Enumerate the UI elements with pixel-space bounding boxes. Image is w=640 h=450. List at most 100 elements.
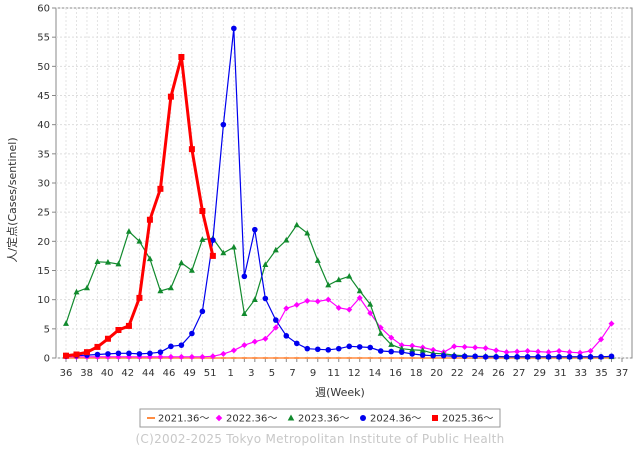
data-point — [398, 342, 405, 349]
y-tick-label: 5 — [44, 324, 50, 335]
data-point — [293, 340, 300, 347]
data-point — [293, 221, 300, 228]
data-point — [587, 354, 594, 360]
data-point — [503, 349, 510, 356]
data-point — [566, 349, 573, 356]
data-point — [126, 350, 132, 357]
data-point — [398, 349, 405, 355]
data-point — [367, 344, 374, 351]
series-layer — [63, 25, 615, 360]
x-tick-label: 46 — [163, 368, 176, 379]
data-point — [472, 344, 479, 351]
data-point — [388, 348, 395, 355]
y-tick-label: 40 — [37, 120, 50, 131]
data-point — [378, 357, 384, 359]
data-point — [535, 348, 542, 355]
copyright-credit: (C)2002-2025 Tokyo Metropolitan Institut… — [135, 432, 504, 446]
data-point — [566, 354, 573, 360]
series-2021.36～ — [63, 357, 615, 359]
data-point — [409, 346, 416, 353]
x-tick-label: 22 — [451, 368, 464, 379]
y-tick-label: 60 — [37, 4, 50, 15]
data-point — [115, 350, 122, 357]
data-point — [325, 347, 332, 353]
data-point — [314, 346, 321, 353]
data-point — [314, 298, 321, 305]
legend-label: 2023.36～ — [298, 414, 349, 425]
x-tick-label: 27 — [513, 368, 526, 379]
x-tick-label: 5 — [269, 368, 275, 379]
data-point — [136, 351, 143, 357]
legend-item: 2025.36～ — [432, 414, 493, 425]
data-point — [377, 348, 384, 354]
data-point — [377, 330, 384, 336]
data-point — [556, 348, 563, 354]
data-point — [273, 357, 279, 359]
data-point — [420, 357, 426, 359]
data-point — [315, 357, 321, 359]
x-axis-label: 週(Week) — [315, 386, 365, 399]
y-tick-label: 55 — [37, 33, 50, 44]
data-point — [125, 228, 132, 234]
data-point — [252, 357, 258, 359]
data-point — [209, 353, 216, 360]
legend-marker — [215, 414, 223, 422]
data-point — [556, 354, 562, 360]
data-point — [188, 146, 195, 153]
y-tick-label: 30 — [37, 179, 50, 190]
data-point — [493, 354, 499, 360]
data-point — [94, 351, 101, 358]
data-point — [199, 236, 206, 242]
x-tick-label: 40 — [101, 368, 114, 379]
data-point — [314, 257, 321, 263]
data-point — [83, 349, 90, 356]
data-point — [241, 310, 248, 316]
data-point — [157, 185, 164, 192]
x-tick-label: 33 — [574, 368, 587, 379]
data-point — [272, 324, 279, 331]
data-point — [104, 259, 111, 265]
data-point — [199, 208, 206, 214]
x-tick-label: 7 — [289, 368, 295, 379]
data-point — [94, 258, 101, 265]
data-point — [283, 236, 290, 243]
data-point — [524, 348, 531, 354]
x-tick-label: 20 — [430, 368, 443, 379]
data-point — [545, 349, 552, 356]
data-point — [545, 354, 552, 360]
data-point — [577, 354, 583, 360]
legend-label: 2025.36～ — [442, 414, 493, 425]
x-tick-label: 9 — [310, 368, 316, 379]
data-point — [357, 357, 363, 359]
y-tick-label: 45 — [37, 91, 50, 102]
data-point — [367, 357, 373, 359]
x-tick-label: 14 — [369, 368, 382, 379]
data-point — [94, 343, 101, 350]
data-point — [147, 350, 153, 357]
data-point — [304, 297, 311, 304]
legend-item: 2022.36～ — [215, 414, 277, 425]
x-tick-label: 42 — [121, 368, 134, 379]
data-point — [535, 354, 541, 360]
data-point — [598, 354, 604, 360]
data-point — [356, 287, 363, 294]
y-tick-label: 15 — [37, 266, 50, 277]
data-point — [514, 348, 521, 355]
data-point — [336, 357, 342, 359]
legend-marker — [287, 414, 295, 421]
data-point — [451, 353, 457, 360]
data-point — [125, 322, 132, 329]
data-point — [346, 273, 353, 279]
data-point — [482, 354, 489, 360]
data-point — [230, 243, 237, 250]
data-point — [283, 333, 290, 339]
legend-label: 2021.36～ — [158, 414, 209, 425]
data-point — [503, 354, 510, 360]
y-axis: 0 5 10 15 20 25 30 35 40 45 50 55 60 — [37, 4, 56, 365]
data-point — [189, 330, 195, 337]
data-point — [577, 349, 584, 356]
x-tick-label: 29 — [533, 368, 546, 379]
data-point — [210, 237, 216, 243]
data-point — [398, 345, 405, 351]
